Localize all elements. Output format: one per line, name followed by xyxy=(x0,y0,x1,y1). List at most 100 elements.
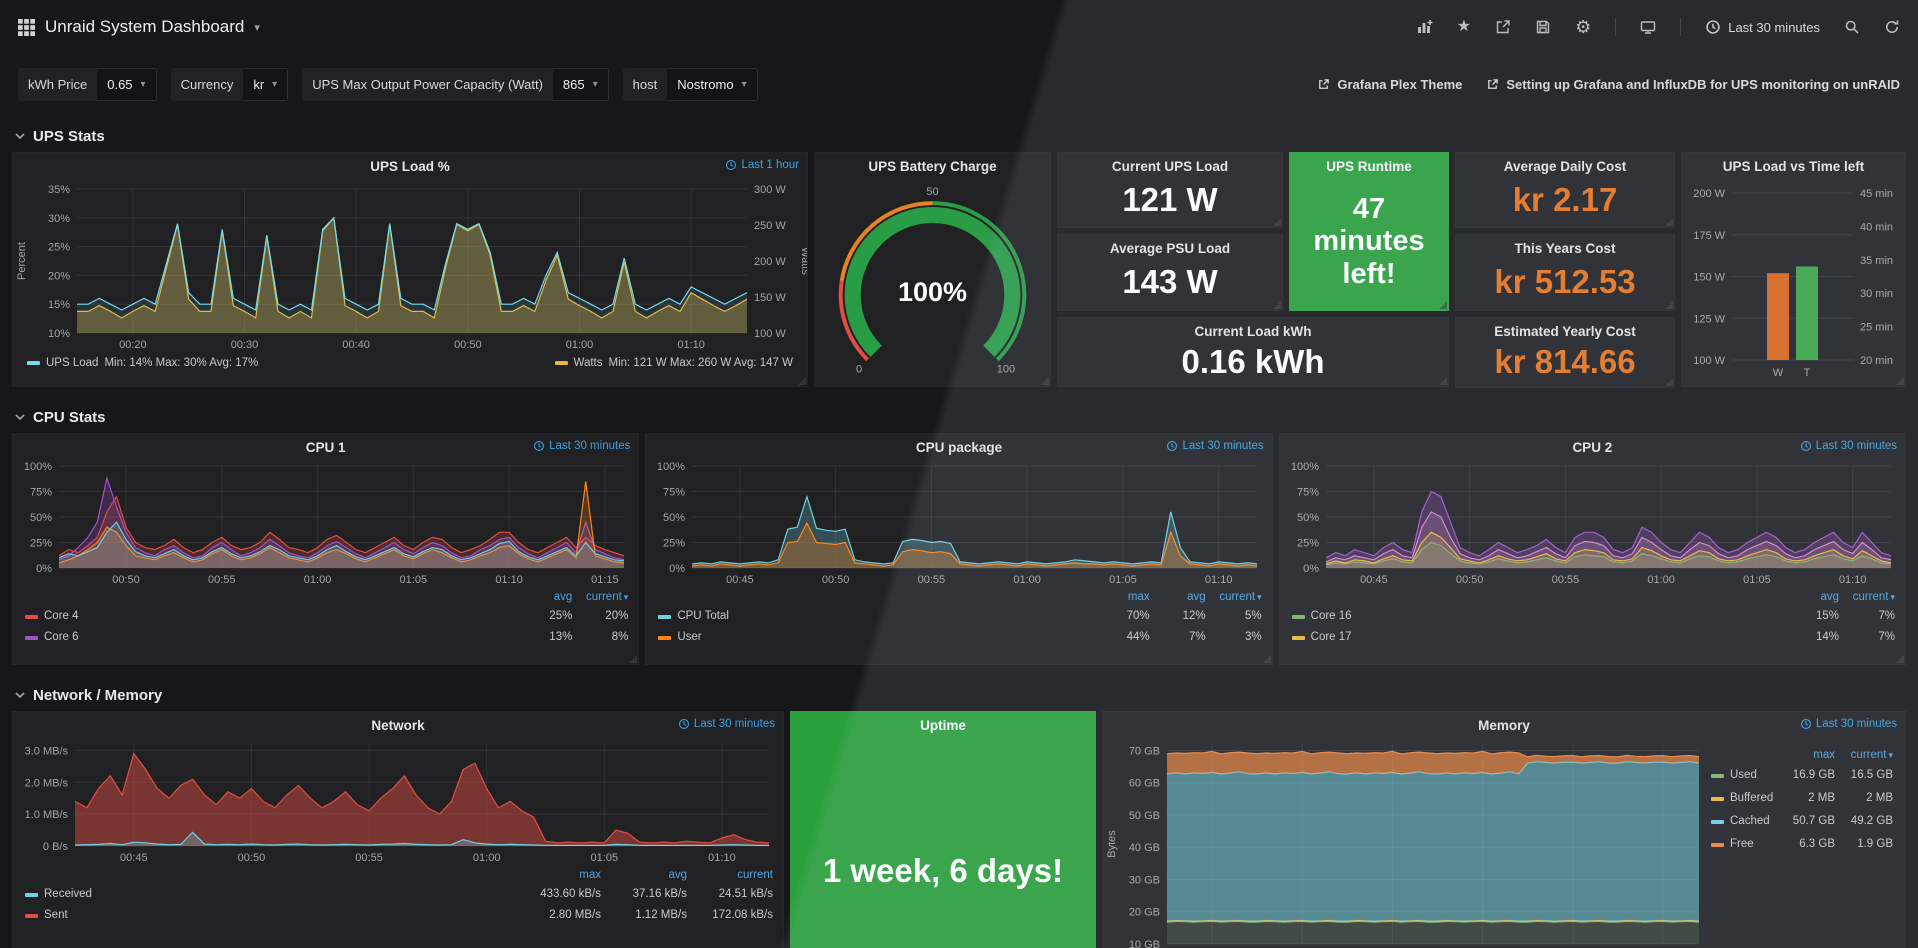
svg-text:00:45: 00:45 xyxy=(726,574,754,586)
panel-time-range[interactable]: Last 30 minutes xyxy=(1800,440,1897,452)
panel-time-range[interactable]: Last 1 hour xyxy=(725,159,799,171)
svg-text:1.0 MB/s: 1.0 MB/s xyxy=(25,809,69,821)
series-name[interactable]: Used xyxy=(1730,769,1757,781)
series-name[interactable]: Free xyxy=(1730,838,1754,850)
variable-ups-max-watt-dropdown[interactable]: 865 ▾ xyxy=(552,67,609,101)
gear-icon: ⚙ xyxy=(1575,17,1592,37)
cpu2-chart[interactable]: 0% 25% 50% 75% 100% 00:45 00:50 00:55 01:00 01:05… xyxy=(1280,460,1905,588)
ups-load-vs-time-chart[interactable]: 100 W 125 W 150 W 175 W 200 W 20 min 25 min 30 … xyxy=(1682,179,1905,391)
legend-row: CPU Total 70% 12% 5% xyxy=(658,606,1262,627)
section-header-cpu-stats[interactable]: CPU Stats xyxy=(12,395,1906,433)
series-name[interactable]: User xyxy=(677,631,702,643)
legend-col[interactable]: current xyxy=(1835,746,1893,764)
dashboard-title-menu[interactable]: Unraid System Dashboard ▾ xyxy=(18,17,260,37)
series-name[interactable]: Cached xyxy=(1730,815,1770,827)
legend-col[interactable]: current xyxy=(737,869,773,881)
legend-col[interactable]: max xyxy=(579,869,601,881)
panel-title-cpu1[interactable]: CPU 1 xyxy=(305,439,346,455)
stat-title[interactable]: Average PSU Load xyxy=(1109,240,1231,256)
legend-value: 13% xyxy=(549,631,573,643)
svg-text:0%: 0% xyxy=(36,563,52,575)
panel-title-cpu-package[interactable]: CPU package xyxy=(915,439,1003,455)
legend-col[interactable]: max xyxy=(1127,591,1150,603)
legend-col[interactable]: current xyxy=(1839,588,1895,606)
legend-col[interactable]: avg xyxy=(1187,591,1206,603)
clock-icon xyxy=(678,718,689,730)
legend-value: 25% xyxy=(549,610,573,622)
legend-col[interactable]: avg xyxy=(553,591,573,603)
save-button[interactable] xyxy=(1535,19,1551,35)
legend-col[interactable]: max xyxy=(1813,749,1835,761)
network-chart[interactable]: 0 B/s 1.0 MB/s 2.0 MB/s 3.0 MB/s 00:45 00:50 0… xyxy=(13,738,783,866)
variable-kwh-price-dropdown[interactable]: 0.65 ▾ xyxy=(97,67,157,101)
svg-text:75%: 75% xyxy=(1297,487,1319,499)
legend-value: 14% xyxy=(1815,631,1839,643)
variable-currency-dropdown[interactable]: kr ▾ xyxy=(243,67,289,101)
series-name[interactable]: Core 16 xyxy=(1310,610,1352,622)
svg-text:50 GB: 50 GB xyxy=(1129,810,1160,822)
legend-series[interactable]: UPS Load Min: 14% Max: 30% Avg: 17% xyxy=(27,357,258,369)
section-header-network-memory[interactable]: Network / Memory xyxy=(12,673,1906,711)
series-name[interactable]: Core 17 xyxy=(1310,631,1352,643)
legend-col[interactable]: avg xyxy=(668,869,687,881)
cpu1-chart[interactable]: 0% 25% 50% 75% 100% 00:50 00:55 01:00 01:05 01:10… xyxy=(13,460,638,588)
cycle-view-button[interactable] xyxy=(1640,19,1656,35)
legend-row: Used 16.9 GB 16.5 GB xyxy=(1711,764,1893,787)
panel-time-range[interactable]: Last 30 minutes xyxy=(533,440,630,452)
section-header-ups-stats[interactable]: UPS Stats xyxy=(12,114,1906,152)
panel-title-ups-battery[interactable]: UPS Battery Charge xyxy=(868,158,997,174)
svg-text:175 W: 175 W xyxy=(1693,230,1725,242)
series-name[interactable]: Buffered xyxy=(1730,792,1774,804)
legend-value: 7% xyxy=(1189,631,1206,643)
panel-time-range[interactable]: Last 30 minutes xyxy=(1166,440,1264,452)
share-button[interactable] xyxy=(1495,19,1511,35)
panel-title-cpu2[interactable]: CPU 2 xyxy=(1572,439,1613,455)
link-grafana-influxdb-guide[interactable]: Setting up Grafana and InfluxDB for UPS … xyxy=(1486,77,1900,92)
panel-title-memory[interactable]: Memory xyxy=(1478,717,1530,733)
series-name[interactable]: CPU Total xyxy=(677,610,729,622)
stat-title[interactable]: Uptime xyxy=(920,717,966,733)
link-grafana-plex-theme[interactable]: Grafana Plex Theme xyxy=(1317,77,1462,92)
panel-title-network[interactable]: Network xyxy=(371,717,425,733)
legend-value: 7% xyxy=(1878,610,1895,622)
stat-title[interactable]: This Years Cost xyxy=(1514,240,1616,256)
external-link-icon xyxy=(1488,78,1499,89)
panel-memory: Memory Last 30 minutes 10 GB 20 GB 30 GB 40… xyxy=(1102,711,1906,948)
stat-title[interactable]: Estimated Yearly Cost xyxy=(1494,323,1636,339)
series-name[interactable]: Sent xyxy=(44,909,68,921)
svg-text:35 min: 35 min xyxy=(1860,255,1893,267)
series-name[interactable]: Received xyxy=(44,888,92,900)
svg-text:125 W: 125 W xyxy=(1693,313,1725,325)
panel-time-range[interactable]: Last 30 minutes xyxy=(678,718,775,730)
series-name[interactable]: Core 6 xyxy=(44,631,79,643)
panel-title-ups-load-vs-time[interactable]: UPS Load vs Time left xyxy=(1722,158,1865,174)
legend-col[interactable]: current xyxy=(572,588,628,606)
stat-title[interactable]: Current UPS Load xyxy=(1111,158,1229,174)
variable-host-dropdown[interactable]: Nostromo ▾ xyxy=(667,67,758,101)
stat-title[interactable]: Average Daily Cost xyxy=(1503,158,1627,174)
legend-value: 172.08 kB/s xyxy=(712,909,773,921)
battery-gauge[interactable]: 100% 0 50 100 xyxy=(815,179,1050,391)
settings-button[interactable]: ⚙ xyxy=(1575,18,1591,36)
star-button[interactable]: ★ xyxy=(1457,19,1471,35)
svg-text:200 W: 200 W xyxy=(1693,188,1725,200)
add-panel-button[interactable] xyxy=(1417,19,1433,35)
time-range-button[interactable]: Last 30 minutes xyxy=(1705,19,1820,35)
svg-text:25 min: 25 min xyxy=(1860,322,1893,334)
stat-title[interactable]: Current Load kWh xyxy=(1194,323,1312,339)
ups-load-chart[interactable]: 10% 15% 20% 25% 30% 35% 100 W 150 W 200 W 250 W 30… xyxy=(13,179,811,355)
zoom-out-button[interactable] xyxy=(1844,19,1860,35)
legend-col[interactable]: avg xyxy=(1820,591,1839,603)
refresh-button[interactable] xyxy=(1884,19,1900,35)
legend-col[interactable]: current xyxy=(1206,588,1262,606)
stat-title[interactable]: UPS Runtime xyxy=(1326,158,1412,174)
legend-value: 2 MB xyxy=(1808,792,1835,804)
legend-series[interactable]: Watts Min: 121 W Max: 260 W Avg: 147 W xyxy=(554,357,793,369)
series-name[interactable]: Core 4 xyxy=(44,610,79,622)
cpu-package-chart[interactable]: 0% 25% 50% 75% 100% 00:45 00:50 00:55 01:00 01:05… xyxy=(646,460,1271,588)
panel-title-ups-load[interactable]: UPS Load % xyxy=(370,158,450,174)
panel-time-range[interactable]: Last 30 minutes xyxy=(1800,718,1897,730)
